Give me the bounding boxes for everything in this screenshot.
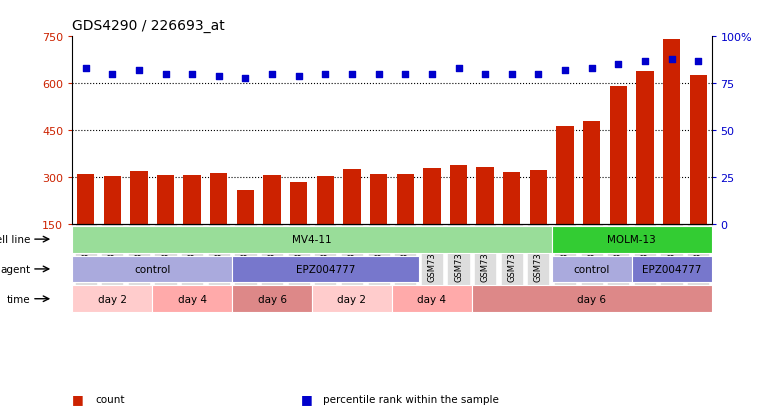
Bar [610, 87, 627, 272]
Text: EPZ004777: EPZ004777 [295, 264, 355, 274]
Point [693, 58, 705, 65]
Bar [72, 256, 232, 282]
Point [373, 71, 385, 78]
Text: control: control [134, 264, 170, 274]
Text: day 6: day 6 [577, 294, 607, 304]
Point [612, 62, 624, 69]
Bar [343, 170, 361, 272]
Point [80, 66, 92, 72]
Point [586, 66, 598, 72]
Bar [552, 256, 632, 282]
Text: EPZ004777: EPZ004777 [642, 264, 702, 274]
Bar [317, 176, 334, 272]
Bar [423, 169, 441, 272]
Bar [503, 172, 521, 272]
Text: MV4-11: MV4-11 [292, 235, 332, 244]
Point [107, 71, 119, 78]
Text: agent: agent [1, 264, 30, 274]
Bar [583, 121, 600, 272]
Point [506, 71, 518, 78]
Bar [392, 286, 472, 312]
Bar [210, 173, 228, 272]
Text: MOLM-13: MOLM-13 [607, 235, 656, 244]
Bar [72, 286, 152, 312]
Bar [472, 286, 712, 312]
Point [426, 71, 438, 78]
Point [639, 58, 651, 65]
Bar [157, 175, 174, 272]
Bar [636, 71, 654, 272]
Bar [689, 76, 707, 272]
Bar [232, 286, 312, 312]
Bar [396, 175, 414, 272]
Bar [152, 286, 232, 312]
Bar [263, 175, 281, 272]
Bar [312, 286, 392, 312]
Text: count: count [95, 394, 125, 404]
Text: GDS4290 / 226693_at: GDS4290 / 226693_at [72, 19, 225, 33]
Bar [663, 40, 680, 272]
Bar [450, 166, 467, 272]
Bar [556, 126, 574, 272]
Bar [632, 256, 712, 282]
Point [160, 71, 172, 78]
Point [559, 68, 571, 74]
Text: ■: ■ [301, 392, 312, 405]
Text: day 4: day 4 [177, 294, 207, 304]
Point [400, 71, 412, 78]
Bar [370, 175, 387, 272]
Bar [232, 256, 419, 282]
Bar [290, 183, 307, 272]
Point [453, 66, 465, 72]
Point [346, 71, 358, 78]
Point [240, 75, 252, 82]
Point [213, 73, 225, 80]
Bar [237, 190, 254, 272]
Text: cell line: cell line [0, 235, 30, 244]
Bar [77, 175, 94, 272]
Point [186, 71, 199, 78]
Bar [476, 168, 494, 272]
Bar [72, 226, 552, 253]
Point [133, 68, 145, 74]
Point [320, 71, 332, 78]
Text: day 2: day 2 [97, 294, 127, 304]
Text: day 6: day 6 [257, 294, 287, 304]
Text: day 4: day 4 [417, 294, 447, 304]
Bar [552, 226, 712, 253]
Point [266, 71, 279, 78]
Text: percentile rank within the sample: percentile rank within the sample [323, 394, 499, 404]
Text: time: time [7, 294, 30, 304]
Point [479, 71, 492, 78]
Bar [183, 175, 201, 272]
Bar [130, 171, 148, 272]
Text: ■: ■ [72, 392, 84, 405]
Bar [103, 176, 121, 272]
Bar [530, 171, 547, 272]
Text: day 2: day 2 [337, 294, 367, 304]
Point [533, 71, 545, 78]
Point [666, 56, 678, 63]
Point [293, 73, 305, 80]
Text: control: control [574, 264, 610, 274]
